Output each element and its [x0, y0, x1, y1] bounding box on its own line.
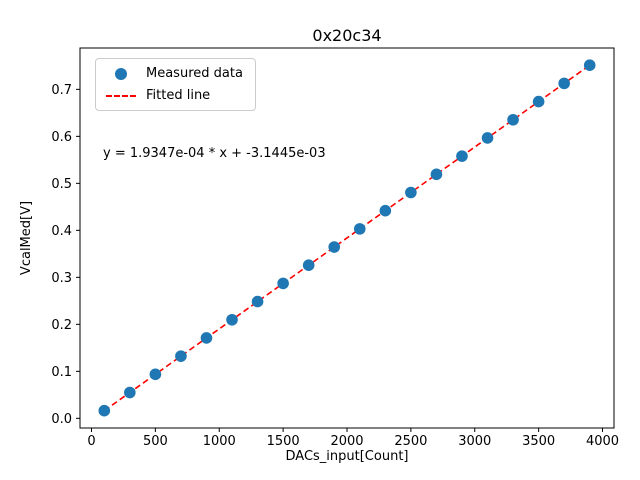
- y-tick-label: 0.5: [51, 177, 72, 192]
- data-point: [175, 350, 187, 362]
- data-point: [251, 295, 264, 308]
- x-axis-label: DACs_input[Count]: [285, 449, 409, 464]
- legend-swatch: [106, 94, 136, 97]
- x-tick-label: 3000: [458, 434, 491, 449]
- x-tick-label: 2000: [330, 434, 363, 449]
- dashed-line-icon: [106, 94, 136, 97]
- data-point: [379, 204, 392, 217]
- data-point: [149, 368, 162, 381]
- data-point: [405, 186, 417, 199]
- x-tick-label: 3500: [522, 434, 555, 449]
- y-tick-label: 0.4: [51, 224, 72, 239]
- y-tick-label: 0.2: [51, 318, 72, 333]
- y-tick-label: 0.0: [51, 412, 72, 427]
- data-point: [124, 386, 136, 399]
- x-tick-label: 0: [87, 434, 95, 449]
- legend-label-measured-data: Measured data: [146, 66, 243, 81]
- y-tick-label: 0.1: [51, 365, 72, 380]
- chart-title: 0x20c34: [312, 26, 382, 45]
- scatter-marker-icon: [115, 67, 127, 80]
- data-point: [226, 313, 238, 326]
- y-tick-label: 0.3: [51, 271, 72, 286]
- legend-item-fitted-line: Fitted line: [106, 88, 243, 103]
- data-point: [277, 277, 289, 290]
- x-tick-label: 1000: [203, 434, 236, 449]
- y-tick-label: 0.6: [51, 130, 72, 145]
- x-tick-label: 2500: [394, 434, 427, 449]
- data-point: [430, 168, 443, 181]
- data-point: [532, 95, 545, 108]
- legend-swatch: [106, 67, 136, 80]
- legend-label-fitted-line: Fitted line: [146, 88, 211, 103]
- legend: Measured data Fitted line: [95, 58, 256, 111]
- legend-item-measured-data: Measured data: [106, 66, 243, 81]
- data-point: [328, 241, 341, 253]
- x-tick-label: 4000: [586, 434, 619, 449]
- data-point: [98, 404, 111, 417]
- y-tick-label: 0.7: [51, 83, 72, 98]
- x-tick-label: 1500: [267, 434, 300, 449]
- data-point: [302, 259, 315, 272]
- data-point: [583, 59, 596, 72]
- data-point: [456, 150, 468, 162]
- data-point: [558, 77, 570, 90]
- x-tick-label: 500: [143, 434, 168, 449]
- data-point: [507, 113, 519, 126]
- y-axis-label: VcalMed[V]: [19, 200, 34, 276]
- fit-equation-annotation: y = 1.9347e-04 * x + -3.1445e-03: [103, 146, 326, 161]
- data-point: [353, 223, 366, 235]
- data-point: [200, 332, 213, 344]
- data-point: [481, 132, 494, 144]
